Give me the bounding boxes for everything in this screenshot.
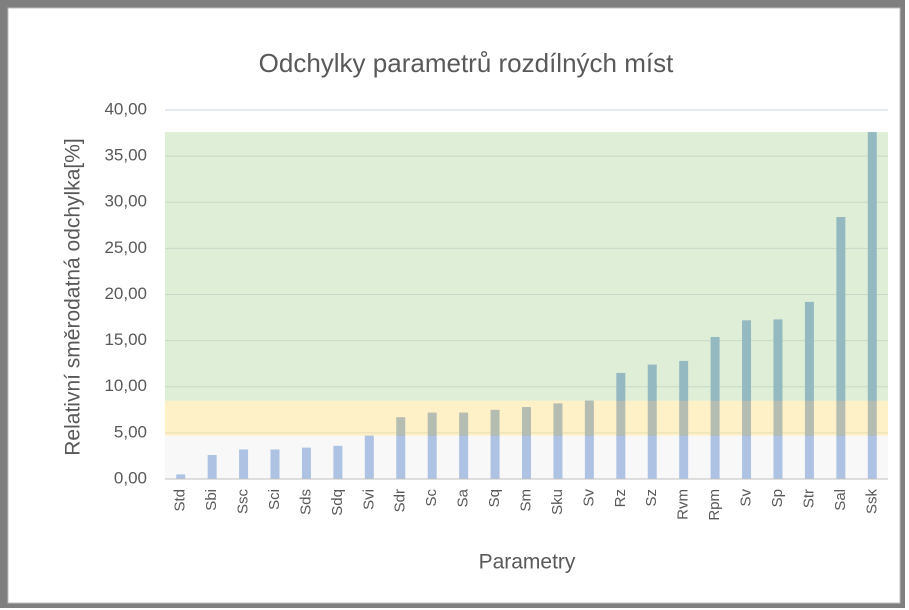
x-tick-label: Rpm	[706, 489, 723, 521]
x-tick-label: Sq	[486, 489, 503, 507]
x-tick-label: Sc	[423, 489, 440, 507]
chart-title: Odchylky parametrů rozdílných míst	[259, 48, 674, 78]
y-tick-label: 0,00	[114, 468, 147, 487]
y-tick-label: 20,00	[104, 284, 147, 303]
threshold-band	[165, 400, 888, 436]
y-axis-title: Relativní směrodatná odchylka[%]	[62, 138, 85, 456]
x-tick-label: Sku	[549, 489, 566, 515]
x-tick-label: Ssk	[863, 489, 880, 515]
y-tick-label: 25,00	[104, 238, 147, 257]
x-tick-label: Ssc	[235, 489, 252, 515]
x-tick-label: Sz	[643, 489, 660, 507]
x-tick-label: Sv	[738, 489, 755, 507]
x-tick-label: Sv	[580, 489, 597, 507]
threshold-band	[165, 435, 888, 479]
y-tick-label: 35,00	[104, 146, 147, 165]
x-tick-label: Str	[800, 489, 817, 508]
y-tick-label: 5,00	[114, 422, 147, 441]
x-tick-label: Rz	[612, 489, 629, 507]
x-tick-label: Rvm	[675, 489, 692, 520]
x-tick-label: Sp	[769, 489, 786, 507]
x-tick-label: Sdr	[392, 489, 409, 512]
y-tick-label: 15,00	[104, 330, 147, 349]
x-tick-label: Sds	[297, 489, 314, 515]
y-tick-label: 40,00	[104, 99, 147, 118]
y-tick-label: 10,00	[104, 376, 147, 395]
threshold-band	[165, 132, 888, 401]
x-tick-label: Sa	[455, 488, 472, 507]
x-tick-label: Sci	[266, 489, 283, 510]
y-tick-label: 30,00	[104, 192, 147, 211]
x-tick-label: Sdq	[329, 489, 346, 516]
x-tick-label: Sbi	[203, 489, 220, 511]
x-tick-label: Sal	[832, 489, 849, 511]
x-tick-label: Svi	[360, 489, 377, 510]
x-axis-title: Parametry	[479, 551, 576, 574]
x-tick-label: Sm	[517, 489, 534, 512]
x-tick-label: Std	[172, 489, 189, 512]
